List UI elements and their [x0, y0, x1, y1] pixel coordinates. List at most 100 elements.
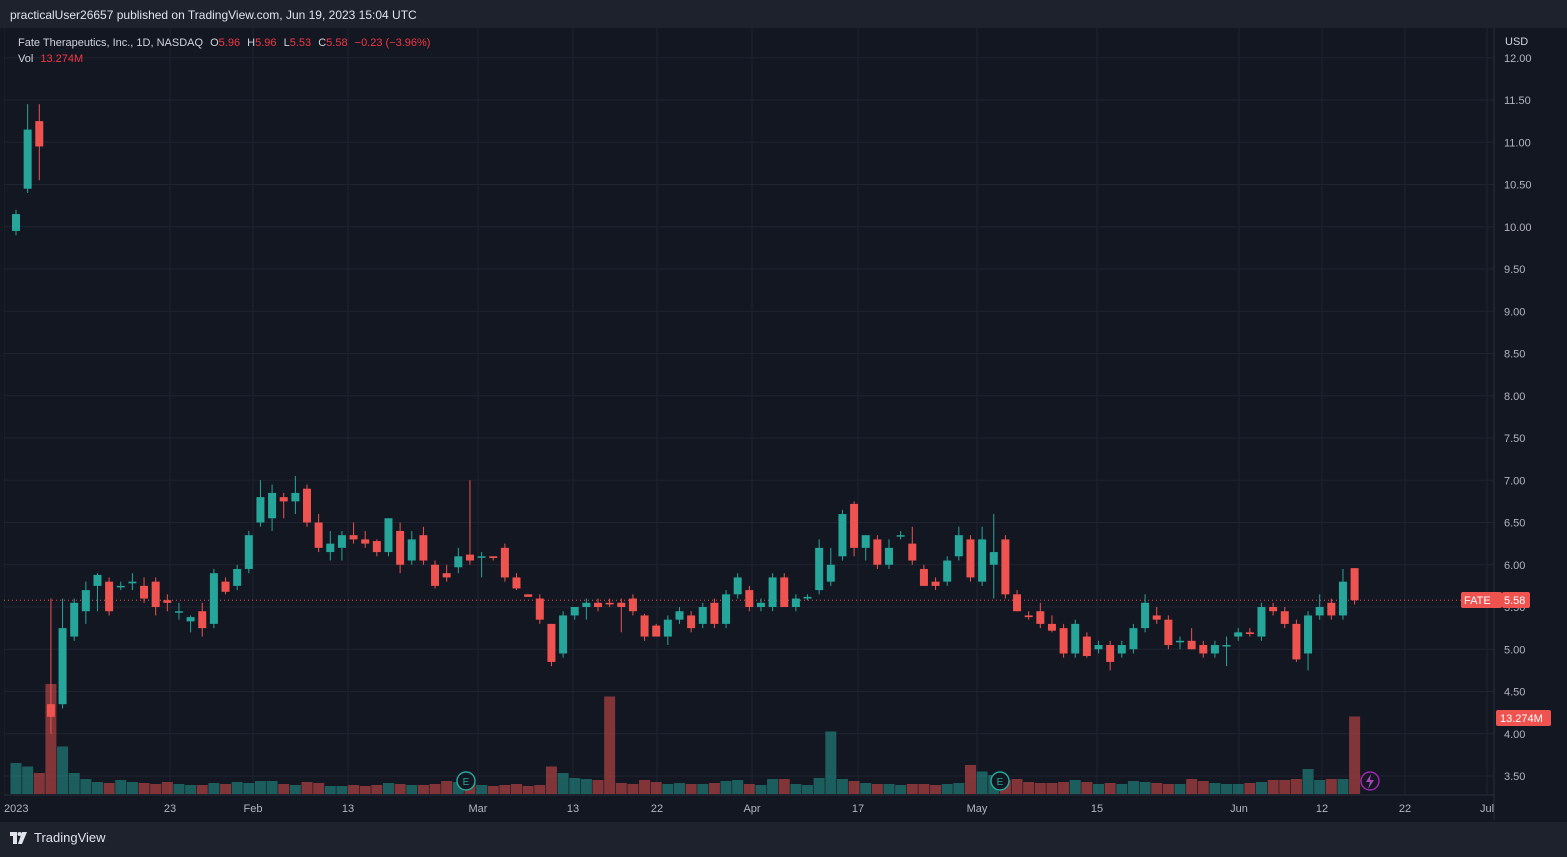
candle	[81, 581, 90, 624]
time-tick-label: 13	[342, 803, 354, 815]
candle-body	[431, 564, 440, 586]
candle-body	[1141, 602, 1150, 629]
volume-value: 13.274M	[40, 53, 84, 65]
volume-bar	[755, 785, 767, 794]
price-tick-label: 8.50	[1504, 349, 1525, 361]
volume-bar	[382, 783, 394, 794]
time-axis[interactable]: 2023 23 Feb 13 Mar 13 22 Apr 17 May 15 Jun 12 22 Jul	[4, 803, 1494, 815]
volume-bar	[720, 781, 732, 794]
candle-body	[140, 585, 149, 599]
candle	[1234, 628, 1243, 641]
candle-body	[919, 568, 928, 586]
volume-bar	[1011, 779, 1023, 794]
price-tick-label: 11.50	[1504, 95, 1531, 107]
candle	[396, 522, 405, 574]
candle	[815, 539, 824, 595]
candle	[454, 547, 463, 574]
candle	[1304, 611, 1313, 671]
candle-body	[989, 552, 998, 565]
time-tick-label: Jul	[1480, 803, 1494, 815]
volume-bar	[639, 780, 651, 794]
candle	[1059, 623, 1068, 658]
candle-body	[722, 594, 731, 624]
candle-body	[419, 535, 428, 561]
candles	[12, 104, 1359, 734]
candle	[407, 530, 416, 565]
candle	[1199, 640, 1208, 658]
dividend-lightning-marker[interactable]	[1360, 771, 1380, 791]
candle	[128, 573, 137, 591]
price-tick-label: 12.00	[1504, 53, 1532, 65]
candle	[1164, 615, 1173, 650]
candle-body	[326, 543, 335, 553]
low-value: L5.53	[283, 37, 312, 49]
ohlc-row: Fate Therapeutics, Inc., 1D, NASDAQ O5.9…	[18, 35, 434, 51]
chart-area[interactable]: E E USD 12.00 11.50 11.00 10.50 10.00 9.50 9.0…	[4, 28, 1554, 820]
earnings-marker[interactable]: E	[456, 771, 476, 791]
candle-body	[559, 615, 568, 654]
volume-bar	[790, 784, 802, 794]
price-axis[interactable]: 12.00 11.50 11.00 10.50 10.00 9.50 9.00 8.50 8.0…	[1504, 53, 1532, 783]
volume-bar	[848, 781, 860, 794]
volume-bar	[220, 784, 232, 794]
candle-body	[1292, 623, 1301, 660]
volume-bar	[161, 782, 173, 794]
candle-body	[1234, 632, 1243, 637]
volume-bar	[57, 746, 69, 794]
candle-body	[151, 581, 160, 607]
candle-body	[303, 488, 311, 523]
candle-body	[978, 539, 987, 582]
volume-bar	[1046, 783, 1058, 794]
candle	[337, 530, 346, 561]
volume-bar	[336, 786, 348, 794]
candle	[291, 476, 300, 515]
candle-body	[594, 602, 602, 607]
candle	[372, 539, 381, 557]
volume-bar	[732, 780, 744, 794]
candle	[628, 594, 637, 616]
candle-body	[1222, 645, 1231, 647]
candle	[733, 573, 742, 599]
candle	[151, 577, 160, 616]
candle-body	[768, 577, 777, 607]
candle	[1082, 632, 1091, 658]
candle-body	[605, 602, 614, 605]
candle-body	[1164, 619, 1173, 646]
candle-body	[174, 611, 183, 613]
candle	[314, 514, 323, 553]
volume-bar	[173, 784, 185, 794]
volume-bar	[930, 785, 942, 794]
volume-bar	[918, 784, 930, 794]
price-tick-label: 7.00	[1504, 475, 1525, 487]
volume-bar	[557, 773, 569, 794]
candle-body	[489, 556, 498, 558]
change-value: −0.23 (−3.96%)	[354, 37, 431, 49]
candle	[756, 598, 765, 612]
candle	[780, 573, 789, 607]
volume-bar	[1221, 784, 1233, 794]
volume-bar	[743, 784, 755, 794]
candle-body	[850, 503, 859, 548]
candle-body	[861, 535, 870, 548]
candle	[1129, 623, 1138, 654]
volume-bar	[289, 785, 301, 794]
currency-label: USD	[1505, 36, 1528, 48]
time-tick-label: 12	[1316, 803, 1328, 815]
time-tick-label: 22	[1399, 803, 1411, 815]
candle	[489, 556, 498, 561]
candle	[1245, 628, 1254, 637]
chart-legend: Fate Therapeutics, Inc., 1D, NASDAQ O5.9…	[18, 35, 434, 67]
candle	[70, 598, 79, 641]
candle-body	[1013, 594, 1022, 612]
candle-body	[1315, 607, 1324, 616]
candle	[524, 594, 533, 597]
symbol-title[interactable]: Fate Therapeutics, Inc., 1D, NASDAQ	[18, 37, 204, 49]
tradingview-logo[interactable]: TradingView	[10, 830, 106, 845]
candle-body	[885, 547, 893, 565]
candle	[105, 577, 114, 616]
candle-body	[314, 522, 323, 548]
volume-bar	[1151, 783, 1163, 794]
candle-body	[221, 581, 230, 592]
earnings-marker[interactable]: E	[990, 771, 1010, 791]
candle-body	[12, 214, 20, 231]
